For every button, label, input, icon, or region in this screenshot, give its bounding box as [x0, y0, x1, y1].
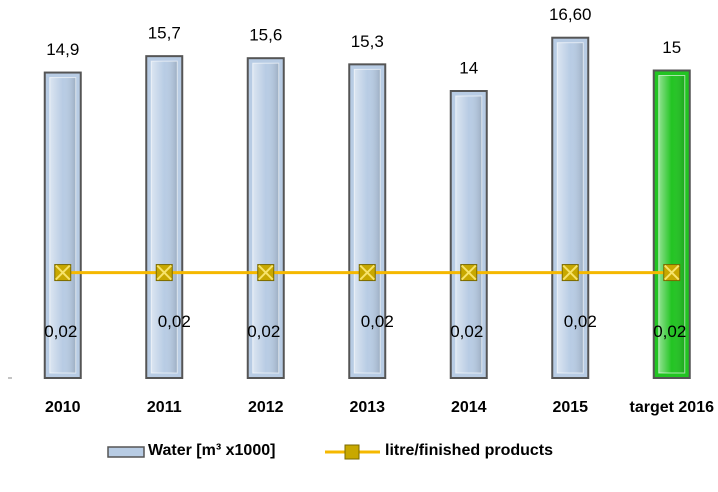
line-value-label: 0,02: [158, 312, 191, 331]
x-tick-label: 2013: [349, 399, 386, 416]
bar-value-label: 15: [662, 38, 681, 57]
x-tick-label: 2011: [146, 399, 182, 416]
legend-label: Water [m³ x1000]: [148, 442, 276, 459]
x-tick-label: target 2016: [629, 399, 715, 416]
x-tick-label: 2010: [44, 399, 81, 416]
bar-shine: [658, 75, 686, 374]
line-value-label: 0,02: [564, 312, 597, 331]
bar-shine: [252, 62, 280, 374]
line-value-label: 0,02: [653, 322, 686, 341]
line-value-label: 0,02: [450, 322, 483, 341]
bar-value-label: 15,7: [148, 24, 181, 43]
marker-cross: [156, 264, 172, 281]
x-tick-label: 2014: [450, 399, 487, 416]
bar-shine: [353, 68, 381, 374]
bar-value-label: 14: [459, 58, 478, 77]
bar-value-label: 15,6: [249, 26, 282, 45]
marker-cross: [359, 264, 375, 281]
marker-cross: [461, 264, 477, 281]
line-value-label: 0,02: [44, 322, 77, 341]
legend-swatch-bar: [107, 446, 145, 458]
x-tick-label: 2012: [247, 399, 284, 416]
line-value-label: 0,02: [361, 312, 394, 331]
legend-label: litre/finished products: [385, 442, 554, 459]
bar-value-label: 16,60: [549, 5, 592, 24]
bar-value-label: 14,9: [46, 40, 79, 59]
line-value-label: 0,02: [247, 322, 280, 341]
bar-shine: [49, 77, 77, 374]
bar-value-label: 15,3: [351, 32, 384, 51]
marker-cross: [664, 264, 680, 281]
x-tick-label: 2015: [552, 399, 589, 416]
bar-shine: [150, 60, 178, 374]
bar-shine: [455, 95, 483, 374]
legend-swatch-marker: [344, 444, 360, 460]
marker-cross: [55, 264, 71, 281]
marker-cross: [258, 264, 274, 281]
bar-shine: [556, 42, 584, 374]
marker-cross: [562, 264, 578, 281]
